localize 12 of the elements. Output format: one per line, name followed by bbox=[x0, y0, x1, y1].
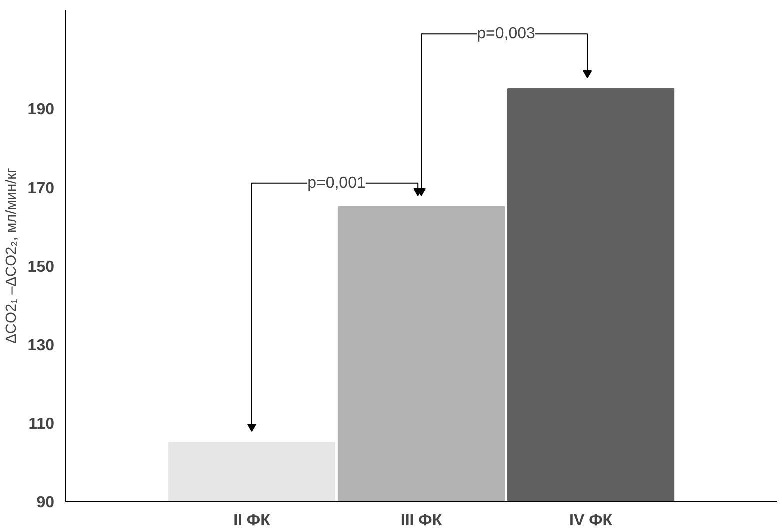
y-axis-title: ΔCO2₁ –ΔCO2₂, мл/мин/кг bbox=[4, 168, 20, 344]
y-tick-label: 150 bbox=[28, 258, 55, 276]
annotation: p=0,001 bbox=[308, 174, 366, 192]
y-tick-label: 170 bbox=[28, 180, 55, 198]
x-tick-label: II ФК bbox=[234, 512, 271, 530]
y-tick-label: 110 bbox=[28, 416, 55, 433]
x-tick-label: III ФК bbox=[400, 512, 442, 530]
y-tick-label: 190 bbox=[28, 102, 55, 119]
annotation: p=0,003 bbox=[477, 26, 536, 43]
x-tick-label: IV ФК bbox=[570, 512, 613, 530]
y-tick-label: 130 bbox=[28, 337, 55, 354]
y-tick-label: 90 bbox=[36, 494, 55, 512]
